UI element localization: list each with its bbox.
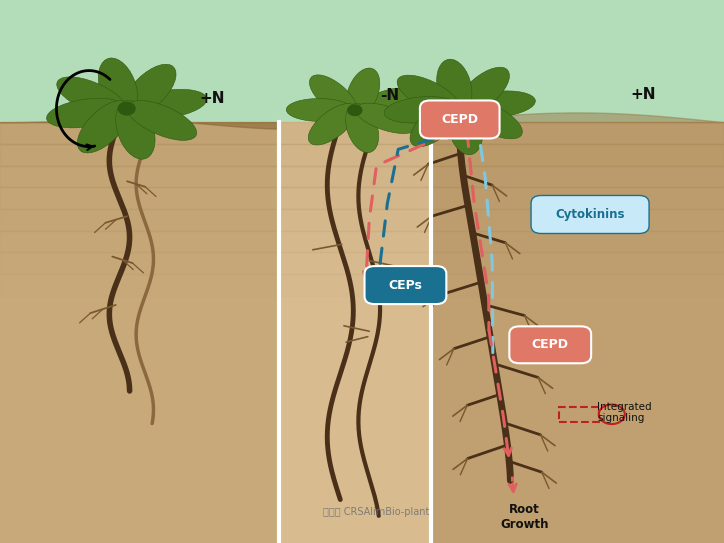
Ellipse shape	[127, 100, 197, 140]
Ellipse shape	[345, 103, 379, 153]
Ellipse shape	[77, 100, 130, 153]
Text: Root
Growth: Root Growth	[500, 503, 549, 531]
Circle shape	[348, 105, 362, 116]
Circle shape	[118, 102, 135, 115]
Ellipse shape	[123, 64, 176, 117]
Bar	[0, 0, 724, 122]
Bar	[431, 122, 724, 543]
Bar	[279, 166, 431, 187]
Ellipse shape	[410, 99, 463, 147]
Ellipse shape	[116, 100, 155, 159]
Bar	[431, 187, 724, 209]
FancyBboxPatch shape	[365, 266, 446, 304]
Bar	[279, 187, 431, 209]
Ellipse shape	[286, 98, 353, 122]
Bar	[431, 144, 724, 166]
Bar	[0, 166, 279, 187]
Bar	[431, 252, 724, 274]
Ellipse shape	[56, 77, 127, 117]
Ellipse shape	[447, 99, 483, 155]
FancyBboxPatch shape	[510, 326, 591, 363]
Text: -N: -N	[380, 89, 399, 104]
Bar	[279, 122, 431, 543]
Text: +N: +N	[199, 91, 224, 106]
FancyBboxPatch shape	[531, 195, 649, 233]
Circle shape	[452, 101, 468, 113]
Bar	[279, 144, 431, 166]
Ellipse shape	[355, 103, 417, 134]
Bar	[279, 252, 431, 274]
Ellipse shape	[460, 99, 523, 139]
Ellipse shape	[384, 97, 458, 123]
Bar	[431, 274, 724, 296]
Bar	[0, 274, 279, 296]
Ellipse shape	[128, 90, 207, 119]
Bar	[279, 209, 431, 231]
Bar	[431, 166, 724, 187]
Ellipse shape	[308, 104, 357, 145]
FancyBboxPatch shape	[420, 100, 500, 138]
Ellipse shape	[346, 68, 380, 117]
Text: CEPD: CEPD	[441, 113, 479, 126]
Bar	[0, 231, 279, 252]
Text: Integrated
signaling: Integrated signaling	[597, 402, 652, 424]
Ellipse shape	[461, 91, 535, 117]
Ellipse shape	[355, 88, 418, 117]
Ellipse shape	[98, 58, 138, 117]
Bar	[279, 122, 431, 144]
Text: 微信号 CRSAlimBio-plant: 微信号 CRSAlimBio-plant	[324, 507, 429, 516]
Bar	[0, 122, 279, 543]
Ellipse shape	[437, 59, 472, 115]
Bar	[0, 187, 279, 209]
Bar	[279, 231, 431, 252]
Text: CEPD: CEPD	[531, 338, 569, 351]
Bar	[0, 252, 279, 274]
Bar	[279, 274, 431, 296]
Text: Cytokinins: Cytokinins	[555, 208, 625, 221]
Text: +N: +N	[630, 87, 655, 103]
Bar	[431, 122, 724, 144]
Bar	[0, 144, 279, 166]
Ellipse shape	[457, 67, 510, 115]
Text: CEPs: CEPs	[389, 279, 422, 292]
Ellipse shape	[397, 75, 460, 115]
Ellipse shape	[309, 75, 357, 117]
Bar	[431, 231, 724, 252]
Bar	[0, 209, 279, 231]
Bar	[431, 209, 724, 231]
Bar	[0, 122, 279, 144]
Ellipse shape	[46, 98, 125, 128]
